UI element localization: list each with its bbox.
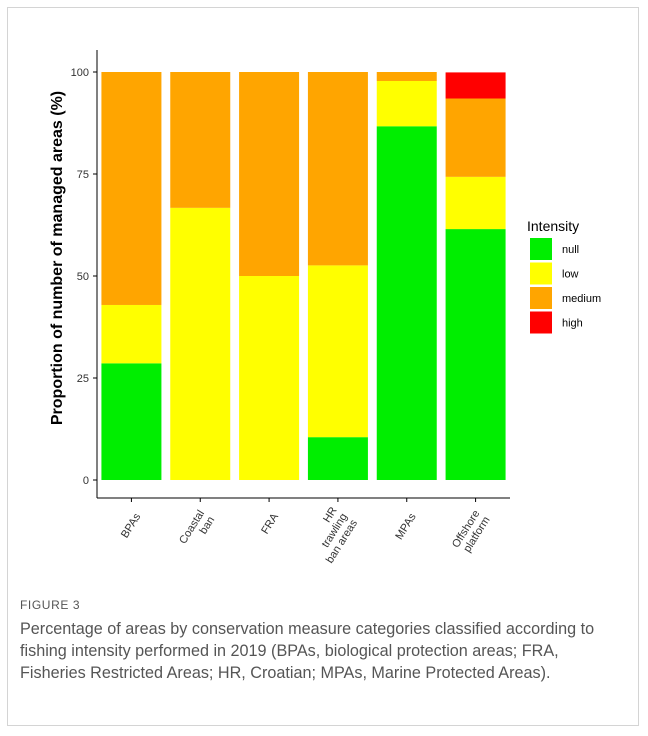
bar-segment-null <box>445 229 506 480</box>
legend-swatch-low <box>530 262 552 285</box>
bar-segment-null <box>307 437 368 480</box>
legend-label: low <box>562 269 579 281</box>
legend-swatch-medium <box>530 287 552 309</box>
legend-title: Intensity <box>527 218 579 234</box>
legend-label: medium <box>562 293 601 305</box>
bar-segment-medium <box>239 72 300 276</box>
legend-label: high <box>562 318 583 330</box>
bar-segment-low <box>376 80 437 127</box>
y-tick-label: 100 <box>71 67 89 79</box>
bar-segment-low <box>239 276 300 480</box>
figure-caption: Percentage of areas by conservation meas… <box>20 620 595 682</box>
bar-segment-low <box>170 207 231 481</box>
y-tick-label: 25 <box>77 373 89 385</box>
y-axis-label: Proportion of number of managed areas (%… <box>49 91 66 425</box>
bar-segment-medium <box>101 72 162 305</box>
bar-segment-medium <box>376 72 437 81</box>
bar-segment-low <box>101 304 162 364</box>
legend-label: null <box>562 244 579 256</box>
x-tick-label: BPAs <box>119 511 144 540</box>
bar-segment-medium <box>445 98 506 177</box>
x-tick-label-line: FRA <box>259 511 281 537</box>
legend-swatch-high <box>530 311 552 334</box>
y-tick-label: 75 <box>77 169 89 181</box>
y-tick-label: 0 <box>83 475 89 487</box>
x-tick-label-line: BPAs <box>119 511 144 540</box>
x-tick-label: MPAs <box>393 511 419 542</box>
legend-swatch-null <box>530 238 552 260</box>
bar-segment-medium <box>170 72 231 208</box>
bar-segment-medium <box>307 72 368 266</box>
bar-segment-low <box>307 265 368 438</box>
legend: Intensity null low medium high <box>527 218 601 334</box>
y-ticks: 0 25 50 75 100 <box>71 67 97 487</box>
x-tick-label-line: MPAs <box>393 511 419 542</box>
bar-segment-high <box>445 72 506 99</box>
bar-segment-null <box>376 126 437 480</box>
x-tick-label: FRA <box>259 511 281 537</box>
figure-label: FIGURE 3 <box>20 598 81 612</box>
y-tick-label: 50 <box>77 271 89 283</box>
bar-segment-low <box>445 176 506 230</box>
bars-layer <box>101 72 506 481</box>
bar-segment-null <box>101 363 162 480</box>
